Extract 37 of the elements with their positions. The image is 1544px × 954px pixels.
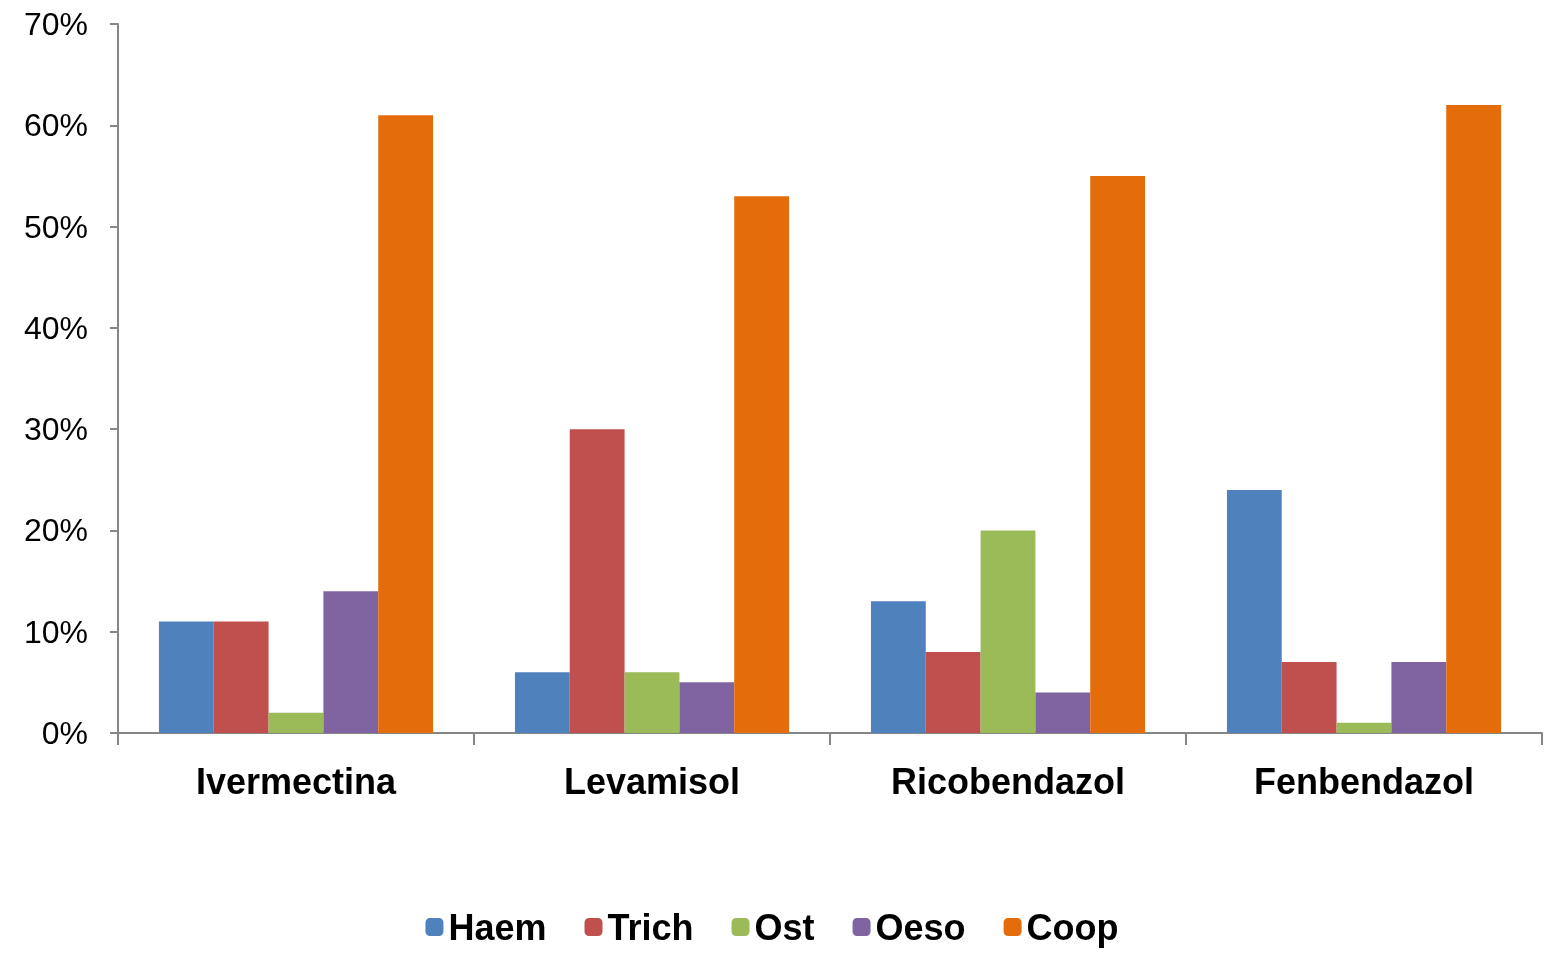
x-tick-label: Ricobendazol: [890, 760, 1126, 802]
y-tick-label: 70%: [23, 6, 88, 42]
bar: [1446, 105, 1502, 733]
legend-label: Trich: [607, 906, 694, 948]
bar: [378, 115, 434, 733]
bar: [1090, 175, 1146, 733]
bar: [1035, 692, 1091, 733]
y-tick-label: 50%: [23, 208, 88, 245]
bar: [514, 672, 570, 733]
y-tick-label: 40%: [23, 309, 88, 346]
bar: [1281, 662, 1337, 733]
y-tick-label: 60%: [23, 107, 88, 144]
bar: [158, 621, 214, 733]
legend-label: Oeso: [875, 906, 966, 948]
legend-label: Ost: [754, 906, 815, 948]
y-tick-label: 30%: [23, 411, 88, 448]
bar: [980, 530, 1036, 733]
bar: [1391, 662, 1447, 733]
x-tick-label: Levamisol: [563, 760, 741, 802]
x-tick-label: Ivermectina: [195, 760, 398, 802]
bar: [323, 591, 379, 733]
bar: [268, 712, 324, 733]
y-tick-label: 20%: [23, 512, 88, 549]
bar: [870, 601, 926, 733]
legend-label: Haem: [448, 906, 547, 948]
y-tick-label: 0%: [41, 715, 88, 751]
legend-label: Coop: [1026, 906, 1119, 948]
bar: [569, 429, 625, 733]
bar: [734, 196, 790, 733]
bar: [213, 621, 269, 733]
bar: [1336, 722, 1392, 733]
y-tick-label: 10%: [23, 613, 88, 650]
bar: [1226, 489, 1282, 733]
bar: [679, 682, 735, 733]
bar: [624, 672, 680, 733]
bar: [925, 651, 981, 733]
x-tick-label: Fenbendazol: [1253, 760, 1475, 802]
